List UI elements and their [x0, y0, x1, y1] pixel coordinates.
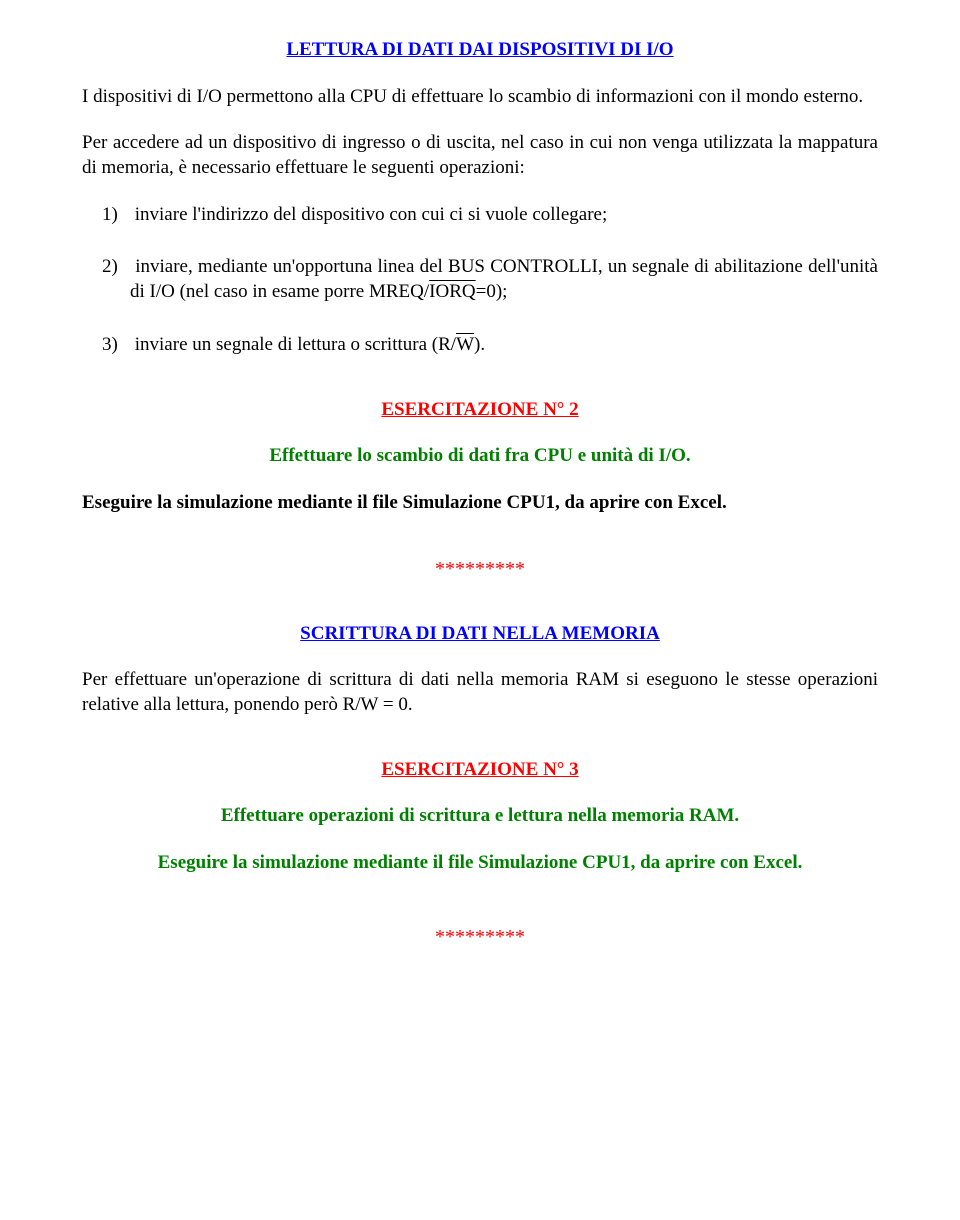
list-item-1: 1) inviare l'indirizzo del dispositivo c… — [82, 203, 878, 228]
intro-paragraph-1: I dispositivi di I/O permettono alla CPU… — [82, 85, 878, 110]
section-title-memory: SCRITTURA DI DATI NELLA MEMORIA — [82, 622, 878, 647]
exercise-2-note: Eseguire la simulazione mediante il file… — [82, 491, 878, 516]
list-item-2: 2) inviare, mediante un'opportuna linea … — [82, 255, 878, 304]
list-item-3: 3) inviare un segnale di lettura o scrit… — [82, 333, 878, 358]
overline-iorq: IORQ — [429, 281, 475, 302]
separator-stars-2: ********* — [82, 924, 878, 950]
list-text: inviare l'indirizzo del dispositivo con … — [130, 204, 607, 225]
exercise-2-instruction: Effettuare lo scambio di dati fra CPU e … — [82, 444, 878, 469]
overline-w: W — [456, 334, 474, 355]
intro-paragraph-2: Per accedere ad un dispositivo di ingres… — [82, 131, 878, 180]
list-text-b: ). — [474, 334, 485, 355]
exercise-3-title: ESERCITAZIONE N° 3 — [82, 758, 878, 783]
list-number: 3) — [102, 333, 130, 358]
list-number: 2) — [102, 255, 130, 280]
list-text-a: inviare un segnale di lettura o scrittur… — [130, 334, 456, 355]
section-title-io: LETTURA DI DATI DAI DISPOSITIVI DI I/O — [82, 38, 878, 63]
exercise-2-title: ESERCITAZIONE N° 2 — [82, 398, 878, 423]
exercise-3-instruction-2: Eseguire la simulazione mediante il file… — [82, 851, 878, 876]
separator-stars: ********* — [82, 556, 878, 582]
list-number: 1) — [102, 203, 130, 228]
exercise-3-instruction-1: Effettuare operazioni di scrittura e let… — [82, 804, 878, 829]
memory-paragraph: Per effettuare un'operazione di scrittur… — [82, 668, 878, 717]
list-text-b: =0); — [476, 281, 508, 302]
